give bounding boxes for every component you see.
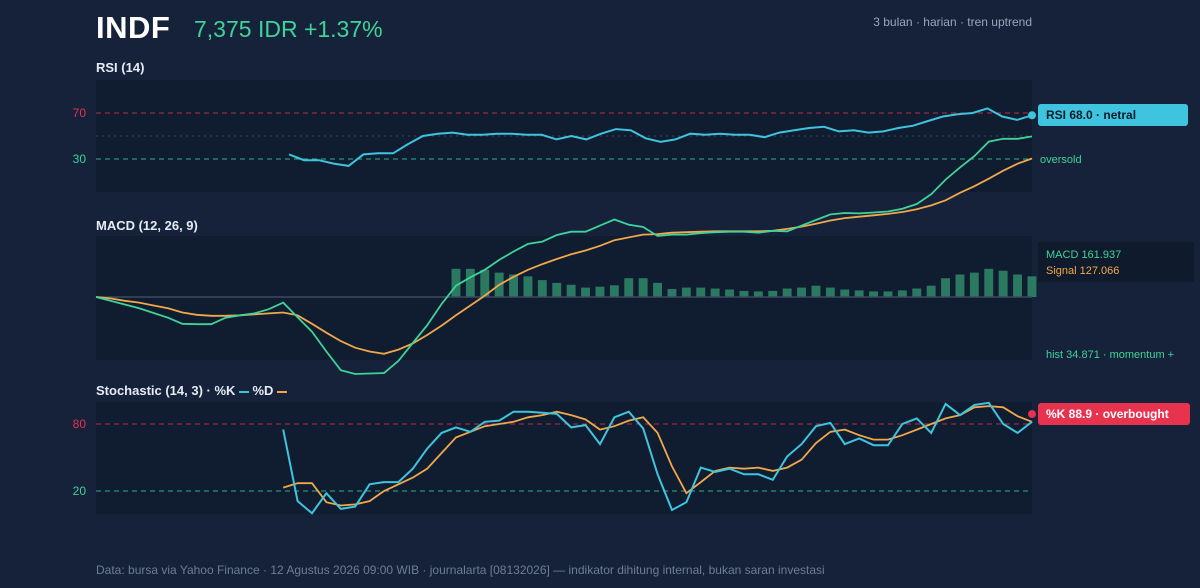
macd-hist-bar <box>825 287 835 297</box>
macd-hist-bar <box>465 268 475 297</box>
rsi-last-point <box>1028 111 1036 120</box>
stoch-tick-80: 80 <box>73 417 87 431</box>
macd-hist-bar <box>696 287 706 297</box>
macd-hist-bar <box>725 289 734 297</box>
data-footer: Data: bursa via Yahoo Finance · 12 Agust… <box>96 563 825 577</box>
stoch-d-line <box>282 405 1033 507</box>
rsi-series-line <box>288 107 1033 167</box>
macd-hist-bar <box>984 268 994 297</box>
macd-hist-bar <box>739 290 749 297</box>
macd-hist-bar <box>926 285 936 297</box>
macd-hist-bar <box>451 268 461 297</box>
macd-hist-bar <box>1027 276 1037 297</box>
macd-hist-bar <box>897 290 907 297</box>
macd-callout-signal: Signal 127.066 <box>1046 265 1119 277</box>
macd-hist-bar <box>595 286 605 297</box>
macd-hist-bar <box>1013 274 1022 297</box>
macd-hist-bar <box>797 287 806 297</box>
macd-main-line <box>95 135 1033 375</box>
rsi-tick-30: 30 <box>73 152 87 166</box>
macd-title: MACD (12, 26, 9) <box>96 218 198 233</box>
macd-hist-bar <box>753 291 763 297</box>
stoch-panel-bg <box>96 402 1032 514</box>
stoch-last-point <box>1028 410 1036 419</box>
stoch-callout-box <box>1038 403 1190 425</box>
macd-hist-bar <box>667 289 677 297</box>
macd-hist-bar <box>537 280 547 297</box>
macd-hist-bar <box>581 287 590 297</box>
stoch-title: Stochastic (14, 3) · %K <box>96 383 236 398</box>
macd-hist-bar <box>811 285 821 297</box>
macd-hist-bar <box>840 289 850 297</box>
stoch-legend: Stochastic (14, 3) · %K %D <box>96 383 290 398</box>
macd-hist-label: hist 34.871 · momentum + <box>1046 349 1174 361</box>
macd-hist-bar <box>854 290 864 297</box>
macd-hist-bar <box>883 291 893 297</box>
rsi-callout-box <box>1038 104 1188 126</box>
macd-hist-bar <box>653 282 662 297</box>
macd-hist-bar <box>624 278 634 297</box>
rsi-tick-70: 70 <box>73 106 87 120</box>
d-legend-swatch <box>277 390 288 393</box>
price-change: 7,375 IDR +1.37% <box>194 16 383 42</box>
macd-hist-bar <box>998 270 1008 297</box>
macd-hist-bar <box>552 282 562 297</box>
macd-hist-bar <box>782 288 792 297</box>
macd-hist-bar <box>509 274 518 297</box>
k-legend-swatch <box>239 390 250 393</box>
macd-hist-bar <box>566 284 576 297</box>
stoch-tick-20: 20 <box>73 484 87 498</box>
stoch-callout-text: %K 88.9 · overbought <box>1046 407 1169 421</box>
macd-hist-bar <box>969 272 979 297</box>
macd-hist-bar <box>681 287 691 297</box>
macd-hist-bar <box>869 291 878 297</box>
rsi-title: RSI (14) <box>96 60 145 75</box>
macd-hist-bar <box>768 290 778 297</box>
macd-callout-box <box>1038 242 1194 282</box>
macd-hist-bar <box>710 288 720 297</box>
rsi-oversold-label: oversold <box>1040 154 1082 166</box>
ticker-symbol: INDF <box>96 10 171 45</box>
macd-hist-bar <box>912 288 922 297</box>
chart-meta: 3 bulan · harian · tren uptrend <box>873 15 1032 29</box>
macd-hist-bar <box>638 278 648 297</box>
macd-hist-bar <box>955 274 965 297</box>
macd-hist-bar <box>941 278 950 297</box>
rsi-callout-text: RSI 68.0 · netral <box>1046 108 1136 122</box>
macd-callout-value: MACD 161.937 <box>1046 249 1121 261</box>
macd-hist-bar <box>480 269 490 297</box>
macd-panel-bg <box>96 236 1032 360</box>
macd-hist-bar <box>523 276 533 297</box>
stoch-d-label: %D <box>252 383 274 398</box>
macd-hist-bar <box>609 285 619 297</box>
stoch-k-line <box>282 401 1033 515</box>
